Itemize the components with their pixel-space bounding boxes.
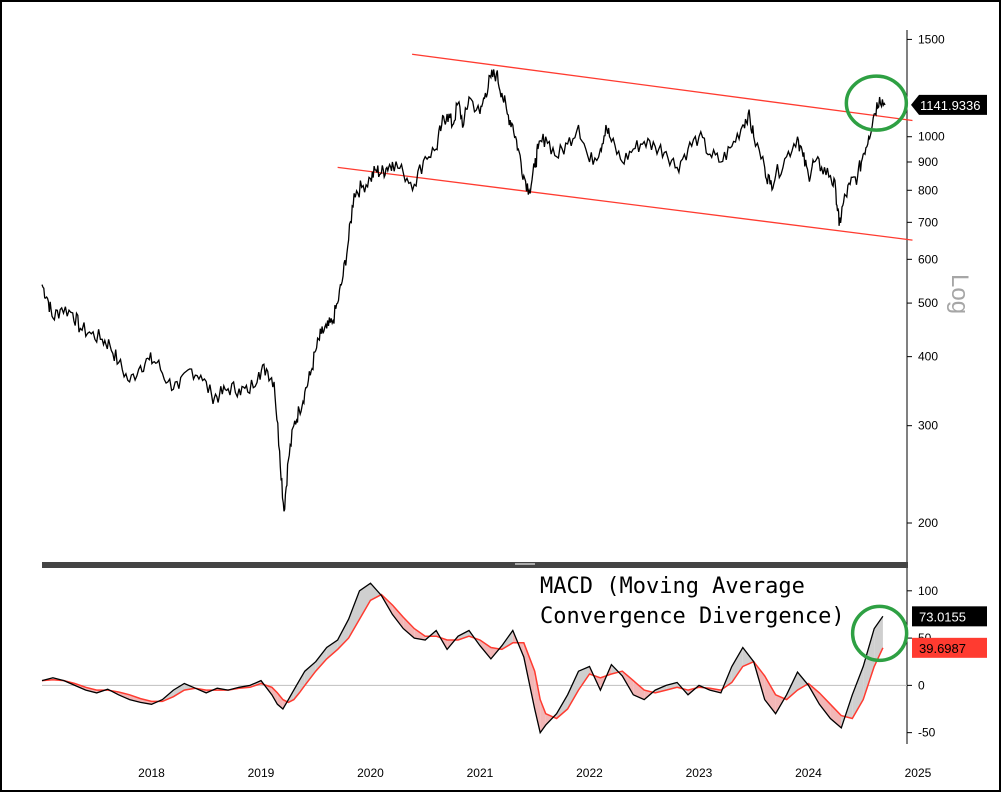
- macd-value-badge-shape: [912, 606, 987, 627]
- price-panel: 200 300 400 500 600 700 800 900 1000 1500 1141.93…: [41, 30, 987, 562]
- macd-divergence-fill: [403, 617, 415, 639]
- price-last-value-badge: 1141.9336: [911, 94, 987, 115]
- macd-divergence-fill: [819, 692, 831, 719]
- macd-value-label: 73.0155: [919, 609, 966, 624]
- macd-divergence-fill: [797, 672, 809, 691]
- macd-highlight-circle: [850, 604, 909, 663]
- x-axis: 2018 2019 2020 2021 2022 2023 2024 2025: [138, 766, 931, 780]
- x-tick-label: 2019: [248, 766, 275, 780]
- macd-panel: -50050100 MACD (Moving Average Convergen…: [41, 568, 987, 744]
- macd-badge-group: 73.0155 39.6987: [912, 606, 987, 658]
- channel-line-upper: [412, 53, 913, 122]
- macd-divergence-fill: [173, 683, 185, 697]
- price-tick-label: 200: [918, 516, 938, 530]
- x-tick-label: 2018: [138, 766, 165, 780]
- x-tick-label: 2023: [686, 766, 713, 780]
- macd-divergence-fill: [874, 616, 883, 667]
- macd-divergence-fill: [299, 671, 305, 693]
- macd-divergence-fill: [348, 590, 360, 639]
- macd-divergence-fill: [863, 628, 875, 700]
- price-tick-label: 1000: [918, 130, 945, 144]
- macd-tick-label: -50: [918, 726, 936, 740]
- macd-divergence-fill: [830, 704, 842, 728]
- macd-tick-label: 0: [918, 678, 925, 692]
- macd-tick-group: -50050100: [907, 584, 938, 740]
- macd-divergence-fill: [578, 666, 590, 691]
- macd-divergence-fill: [633, 680, 645, 700]
- macd-divergence-fill: [666, 682, 678, 691]
- macd-divergence-fill: [731, 647, 743, 683]
- signal-value-badge-shape: [912, 637, 987, 658]
- price-highlight-circle: [844, 74, 909, 132]
- x-tick-label: 2020: [357, 766, 384, 780]
- macd-divergence-fill: [337, 619, 349, 650]
- macd-divergence-fill: [129, 694, 141, 703]
- macd-divergence-fill: [414, 628, 426, 640]
- scale-type-label: Log: [946, 274, 973, 314]
- macd-line: [41, 582, 884, 735]
- price-badge-shape: [911, 94, 987, 115]
- price-tick-label: 800: [918, 183, 938, 197]
- macd-divergence-fill: [490, 645, 502, 659]
- price-tick-label: 400: [918, 350, 938, 364]
- macd-divergence-fill: [458, 630, 470, 640]
- macd-title-line-1: MACD (Moving Average: [540, 574, 805, 599]
- macd-divergence-fill: [118, 691, 130, 700]
- channel-line-lower: [337, 166, 913, 241]
- macd-divergence-fill: [540, 699, 546, 733]
- macd-divergence-fill: [852, 666, 864, 719]
- signal-value-label: 39.6987: [919, 641, 966, 656]
- macd-divergence-fill: [742, 647, 754, 667]
- macd-divergence-fill: [523, 642, 535, 710]
- macd-divergence-fill: [764, 675, 776, 714]
- macd-divergence-fill: [293, 680, 300, 700]
- macd-tick-label: 100: [918, 584, 938, 598]
- price-tick-label: 600: [918, 252, 938, 266]
- price-tick-label: 900: [918, 155, 938, 169]
- x-tick-label: 2024: [795, 766, 822, 780]
- price-last-value-label: 1141.9336: [920, 98, 981, 113]
- macd-divergence-fill: [479, 639, 491, 659]
- panel-divider[interactable]: [42, 562, 908, 568]
- macd-divergence-fill: [392, 604, 404, 629]
- price-tick-label: 1500: [918, 32, 945, 46]
- macd-divergence-fill: [359, 583, 371, 620]
- panel-divider-handle[interactable]: [515, 563, 535, 565]
- x-tick-label: 2022: [576, 766, 603, 780]
- macd-divergence-fill: [534, 671, 541, 733]
- price-channel-group: [337, 53, 913, 241]
- macd-signal-line: [41, 593, 884, 720]
- macd-divergence-fill: [304, 661, 316, 686]
- macd-divergence-fill: [326, 639, 338, 659]
- price-tick-label: 500: [918, 296, 938, 310]
- macd-divergence-fill: [315, 647, 327, 672]
- macd-title-line-2: Convergence Divergence): [540, 604, 845, 629]
- x-tick-label: 2021: [467, 766, 494, 780]
- price-series-line: [41, 69, 886, 512]
- macd-divergence-fill: [567, 671, 579, 710]
- price-tick-label: 300: [918, 419, 938, 433]
- price-tick-group: 200 300 400 500 600 700 800 900 1000 1500: [907, 32, 945, 530]
- price-tick-label: 700: [918, 215, 938, 229]
- x-tick-label: 2025: [905, 766, 932, 780]
